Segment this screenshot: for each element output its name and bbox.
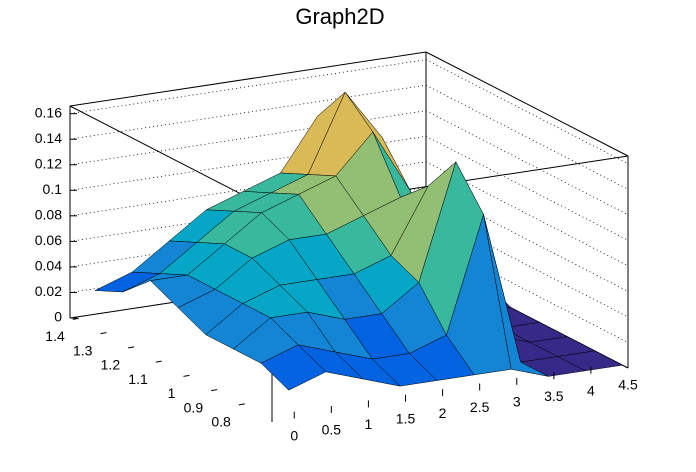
surface-cell [94, 271, 161, 293]
y-tick-label: 1.1 [128, 371, 148, 387]
x-tick-label: 2 [439, 405, 447, 421]
z-tick-label: 0.14 [35, 130, 62, 146]
y-tick [238, 403, 245, 406]
grid-line [69, 84, 427, 140]
x-tick-label: 1 [365, 416, 373, 432]
z-tick-label: 0.12 [35, 155, 62, 171]
y-tick-label: 1.3 [73, 342, 93, 358]
y-tick [183, 374, 190, 377]
box-edge [69, 105, 273, 211]
y-tick [72, 317, 79, 320]
grid-line [69, 59, 427, 115]
z-tick-label: 0.02 [35, 283, 62, 299]
x-tick-label: 0.5 [322, 422, 342, 438]
y-tick [155, 360, 162, 363]
y-tick-label: 1.2 [101, 357, 121, 373]
y-tick [128, 346, 135, 349]
x-tick-label: 1.5 [396, 410, 416, 426]
box-edge [425, 51, 629, 157]
y-tick [211, 389, 218, 392]
z-tick-label: 0.06 [35, 232, 62, 248]
y-tick-label: 1 [168, 385, 176, 401]
x-tick-label: 0 [290, 427, 298, 443]
grid-line [425, 59, 629, 165]
z-tick-label: 0 [54, 309, 62, 325]
y-tick-label: 0.8 [211, 414, 231, 430]
y-tick [100, 332, 107, 335]
z-tick-label: 0.08 [35, 207, 62, 223]
y-tick-label: 0.9 [184, 399, 204, 415]
x-tick-label: 4 [587, 382, 595, 398]
z-tick-label: 0.04 [35, 258, 62, 274]
z-tick-label: 0.1 [43, 181, 63, 197]
surface-cell [260, 344, 327, 391]
x-tick-label: 2.5 [470, 399, 490, 415]
x-tick-label: 4.5 [618, 377, 638, 393]
chart-title: Graph2D [295, 4, 384, 29]
y-tick-label: 1.4 [45, 328, 65, 344]
z-tick-label: 0.16 [35, 104, 62, 120]
x-tick-label: 3.5 [544, 388, 564, 404]
box-edge [69, 51, 427, 107]
x-tick-label: 3 [513, 394, 521, 410]
